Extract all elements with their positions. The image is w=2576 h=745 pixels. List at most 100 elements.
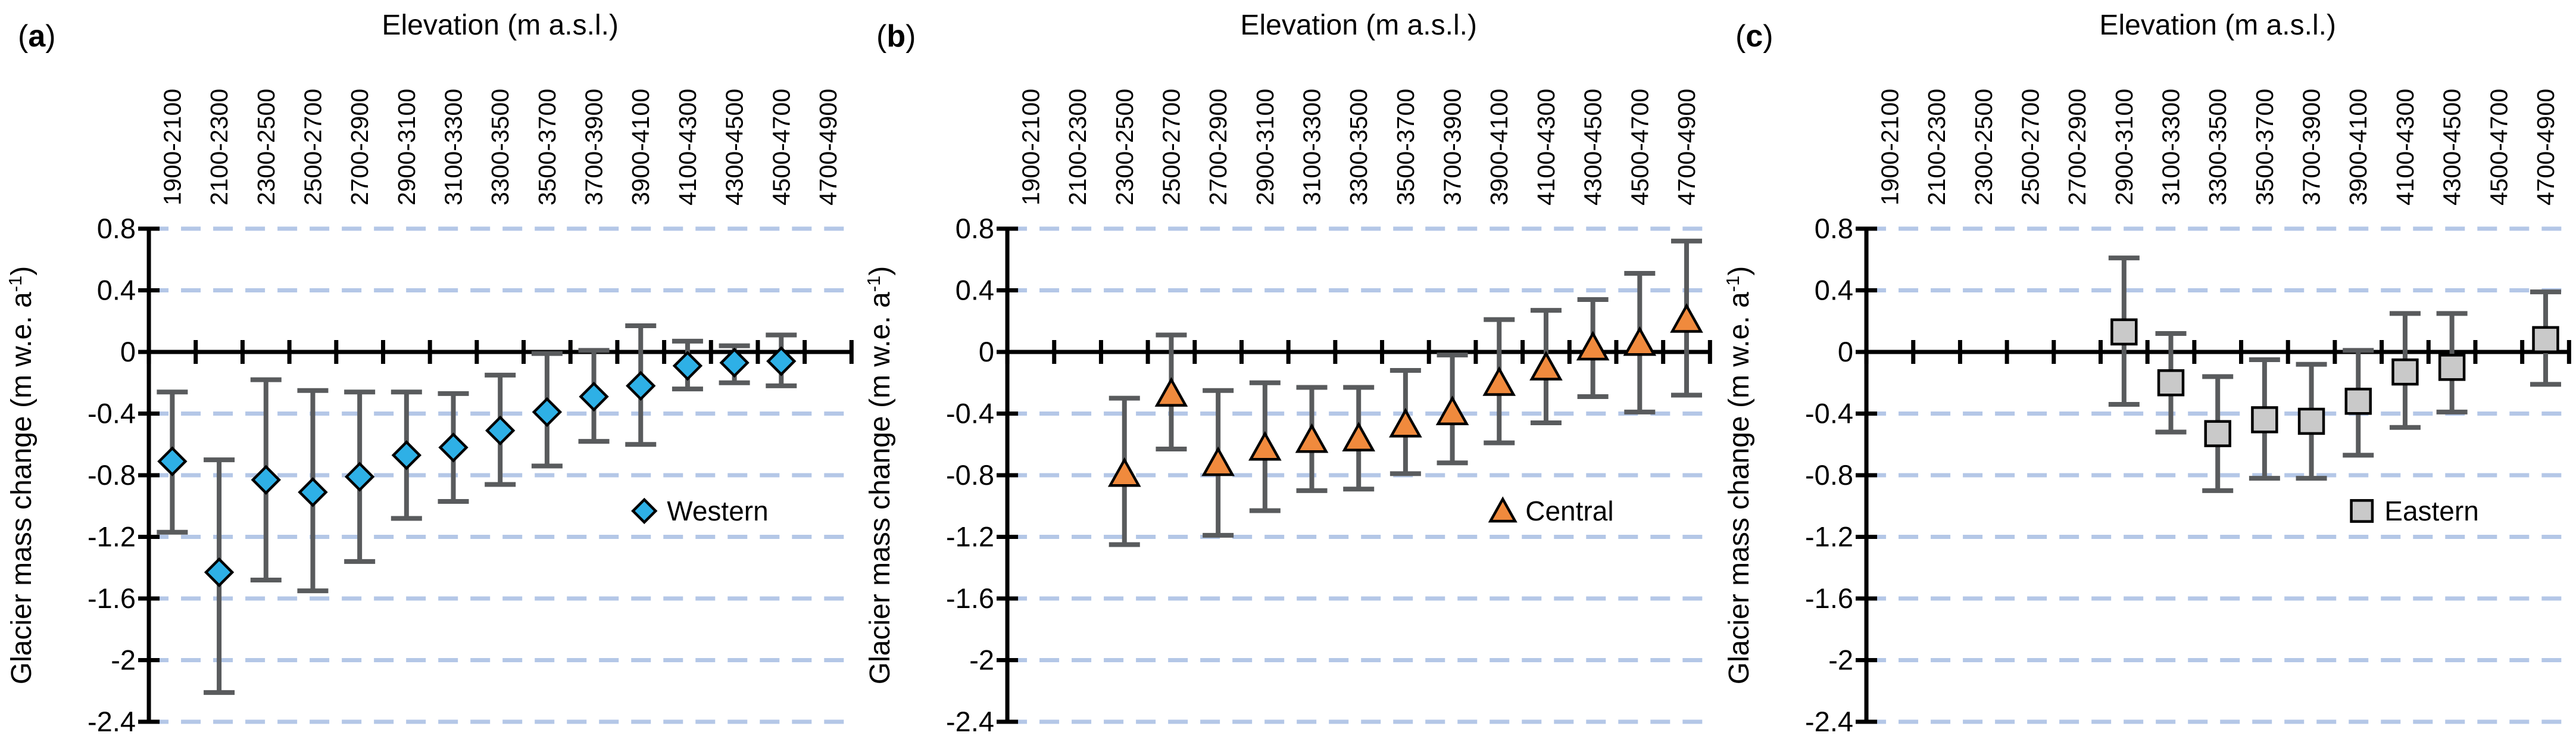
x-tick-label: 4700-4900 xyxy=(1673,89,1700,205)
data-point-3300-3500 xyxy=(1342,385,1376,492)
data-point-4300-4500 xyxy=(1576,297,1610,400)
legend-eastern: Eastern xyxy=(2349,495,2479,526)
x-tick-label: 3700-3900 xyxy=(580,89,608,205)
central-marker xyxy=(1623,326,1657,356)
western-marker xyxy=(344,462,375,492)
y-axis-title: Glacier mass change (m w.e. a-1) xyxy=(863,266,896,684)
x-tick-label: 2700-2900 xyxy=(346,89,373,205)
panel-b: 0.8 0.4 0 -0.4 -0.8 -1.2 -1.6 -2 -2.4 1900-2100 21… xyxy=(858,0,1717,745)
y-tick-label: -1.2 xyxy=(946,521,994,553)
data-point-4300-4500 xyxy=(2436,311,2468,414)
central-marker xyxy=(1529,351,1563,381)
x-tick-label: 2700-2900 xyxy=(2063,89,2091,205)
y-tick-label: 0.4 xyxy=(956,275,994,306)
y-tick-label: -0.4 xyxy=(88,398,136,429)
data-point-2300-2500 xyxy=(250,377,282,582)
data-point-2900-3100 xyxy=(391,389,422,521)
y-tick-label: -2 xyxy=(970,644,995,676)
x-tick-label: 3700-3900 xyxy=(2297,89,2325,205)
data-point-3300-3500 xyxy=(485,372,516,487)
eastern-marker xyxy=(2110,318,2138,346)
data-point-2500-2700 xyxy=(297,388,329,594)
x-tick-label: 3900-4100 xyxy=(627,89,654,205)
x-tick-label: 3500-3700 xyxy=(533,89,561,205)
chart-a: 0.8 0.4 0 -0.4 -0.8 -1.2 -1.6 -2 -2.4 1900-2100 21… xyxy=(5,10,854,737)
western-marker xyxy=(579,381,609,412)
data-point-3700-3900 xyxy=(2296,361,2327,481)
data-point-3500-3700 xyxy=(531,351,563,469)
data-point-4100-4300 xyxy=(672,338,703,392)
y-tick-label: -0.4 xyxy=(946,398,994,429)
legend-label: Eastern xyxy=(2384,495,2479,526)
x-tick-label: 2300-2500 xyxy=(1969,89,1997,205)
x-tick-label: 2100-2300 xyxy=(1923,89,1950,205)
central-marker xyxy=(1576,331,1610,361)
legend-label: Western xyxy=(667,495,768,526)
western-marker xyxy=(204,557,235,588)
legend-triangle-icon xyxy=(1488,496,1518,523)
central-marker xyxy=(1154,377,1188,407)
western-marker xyxy=(672,351,703,381)
western-marker xyxy=(719,347,750,378)
data-point-3900-4100 xyxy=(625,323,657,447)
central-marker xyxy=(1670,303,1704,333)
y-tick-label: -2.4 xyxy=(1805,706,1853,737)
western-marker xyxy=(391,440,422,470)
data-point-2300-2500 xyxy=(1108,395,1141,547)
x-tick-label: 3500-3700 xyxy=(2251,89,2278,205)
y-tick-label: 0 xyxy=(120,336,136,367)
x-tick-label: 4300-4500 xyxy=(1579,89,1607,205)
y-tick-label: 0.8 xyxy=(97,213,136,244)
y-tick-label: -0.8 xyxy=(88,459,136,491)
y-tick-label: -0.8 xyxy=(1805,459,1853,491)
x-tick-label: 3900-4100 xyxy=(2344,89,2372,205)
western-marker xyxy=(438,432,469,463)
x-tick-label: 2500-2700 xyxy=(2016,89,2044,205)
data-point-1900-2100 xyxy=(157,389,188,535)
x-axis-title: Elevation (m a.s.l.) xyxy=(2099,10,2335,41)
data-point-2700-2900 xyxy=(1201,388,1235,538)
eastern-marker xyxy=(2250,406,2278,434)
central-marker xyxy=(1248,431,1282,461)
data-point-3500-3700 xyxy=(2249,357,2280,481)
x-tick-label: 4500-4700 xyxy=(767,89,795,205)
western-marker xyxy=(485,415,516,446)
central-marker xyxy=(1436,395,1469,425)
y-tick-label: 0 xyxy=(1838,336,1853,367)
x-tick-label: 2900-3100 xyxy=(1251,89,1279,205)
y-tick-label: -2 xyxy=(1828,644,1853,676)
y-tick-label: -2.4 xyxy=(88,706,136,737)
x-tick-label: 4500-4700 xyxy=(2485,89,2512,205)
x-tick-label: 3300-3500 xyxy=(1345,89,1373,205)
central-marker xyxy=(1342,422,1376,451)
legend-diamond-icon xyxy=(631,497,658,525)
x-tick-label: 2500-2700 xyxy=(1158,89,1185,205)
data-point-2100-2300 xyxy=(204,457,235,695)
x-tick-label: 4100-4300 xyxy=(674,89,701,205)
data-point-2700-2900 xyxy=(344,389,376,564)
eastern-marker xyxy=(2297,407,2325,435)
data-point-3700-3900 xyxy=(578,348,610,444)
legend-label: Central xyxy=(1526,495,1614,526)
x-tick-label: 4100-4300 xyxy=(2391,89,2419,205)
y-tick-label: -2.4 xyxy=(946,706,994,737)
y-tick-label: 0.4 xyxy=(97,275,136,306)
x-tick-label: 2500-2700 xyxy=(299,89,326,205)
x-tick-label: 3100-3300 xyxy=(1298,89,1326,205)
western-marker xyxy=(251,465,281,495)
y-tick-label: 0 xyxy=(979,336,994,367)
x-tick-label: 2300-2500 xyxy=(252,89,280,205)
chart-c: 0.8 0.4 0 -0.4 -0.8 -1.2 -1.6 -2 -2.4 1900-2100 21… xyxy=(1722,10,2571,737)
x-tick-label: 2900-3100 xyxy=(393,89,420,205)
data-point-3900-4100 xyxy=(1482,317,1516,445)
y-tick-label: -1.6 xyxy=(946,582,994,614)
x-axis-title: Elevation (m a.s.l.) xyxy=(1241,10,1477,41)
legend-western: Western xyxy=(631,495,769,526)
data-point-2900-3100 xyxy=(2108,255,2140,407)
y-tick-label: -1.2 xyxy=(1805,521,1853,553)
eastern-marker xyxy=(2157,369,2184,397)
x-tick-label: 3700-3900 xyxy=(1439,89,1466,205)
x-tick-label: 2300-2500 xyxy=(1111,89,1138,205)
data-point-4100-4300 xyxy=(1529,308,1563,426)
central-marker xyxy=(1389,407,1423,438)
